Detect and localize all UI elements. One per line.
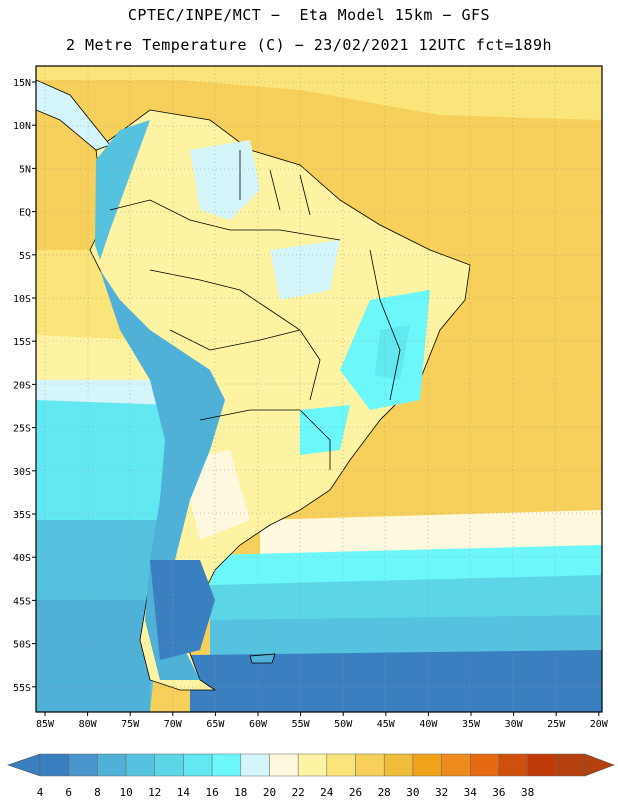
lat-tick-label: 30S <box>13 467 31 478</box>
colorbar <box>7 753 615 777</box>
colorbar-value-label: 38 <box>521 786 534 799</box>
colorbar-swatch <box>154 753 184 777</box>
colorbar-arrow-low <box>7 753 41 777</box>
colorbar-swatch <box>527 753 557 777</box>
atlantic-southmost-band <box>190 650 602 712</box>
lat-tick-label: 45S <box>13 596 31 607</box>
land-cool-patch-north <box>190 140 260 220</box>
colorbar-swatch <box>68 753 98 777</box>
colorbar-swatch <box>498 753 528 777</box>
pacific-far-south <box>36 600 150 712</box>
lon-tick-label: 30W <box>505 719 524 730</box>
land-cold-patch-east-brazil <box>375 325 410 380</box>
lon-tick-label: 80W <box>79 719 98 730</box>
colorbar-swatch <box>383 753 414 777</box>
lat-tick-label: 5N <box>19 164 31 175</box>
colorbar-swatch <box>97 753 127 777</box>
colorbar-value-label: 32 <box>435 786 448 799</box>
lon-tick-label: 85W <box>36 719 55 730</box>
lat-tick-label: 10S <box>13 294 31 305</box>
colorbar-value-label: 6 <box>65 786 72 799</box>
colorbar-value-label: 28 <box>378 786 391 799</box>
colorbar-swatch <box>269 753 299 777</box>
lon-tick-label: 70W <box>164 719 183 730</box>
andes-north <box>95 120 150 260</box>
colorbar-value-label: 12 <box>148 786 161 799</box>
latitude-labels: 15N 10N 5N EQ 5S 10S 15S 20S 25S 30S 35S 40S 45S 50S 5… <box>13 78 36 694</box>
lon-tick-label: 40W <box>419 719 438 730</box>
lon-tick-label: 60W <box>249 719 268 730</box>
colorbar-swatch <box>441 753 471 777</box>
central-america-land <box>36 79 111 151</box>
lon-tick-label: 50W <box>334 719 353 730</box>
lon-tick-label: 75W <box>121 719 140 730</box>
map-frame <box>35 65 603 713</box>
andes-south <box>100 270 225 680</box>
lat-tick-label: 5S <box>19 251 31 262</box>
lat-tick-label: 10N <box>13 121 31 132</box>
lat-tick-label: 20S <box>13 380 31 391</box>
colorbar-labels: 4 6 8 10 12 14 16 18 20 22 24 26 28 30 32 34 36 38 <box>37 786 535 799</box>
colorbar-swatch <box>326 753 356 777</box>
map-field <box>36 66 602 712</box>
falkland-islands <box>249 653 276 664</box>
colorbar-swatch <box>470 753 500 777</box>
land-cool-patch-amazon <box>270 240 340 300</box>
colorbar-value-label: 18 <box>234 786 247 799</box>
colorbar-swatch <box>183 753 213 777</box>
colorbar-value-label: 22 <box>292 786 305 799</box>
lat-tick-label: EQ <box>19 208 31 219</box>
colorbar-swatch <box>297 753 328 777</box>
colorbar-value-label: 8 <box>94 786 101 799</box>
lon-tick-label: 65W <box>206 719 225 730</box>
colorbar-swatch <box>240 753 270 777</box>
colorbar-arrow-high <box>584 753 615 777</box>
lon-tick-label: 55W <box>292 719 311 730</box>
lat-tick-label: 50S <box>13 640 31 651</box>
colorbar-value-label: 16 <box>205 786 218 799</box>
lat-tick-label: 15S <box>13 337 31 348</box>
colorbar-swatch <box>355 753 385 777</box>
colorbar-swatch <box>412 753 442 777</box>
lon-tick-label: 25W <box>547 719 566 730</box>
colorbar-value-label: 14 <box>177 786 191 799</box>
colorbar-value-label: 36 <box>492 786 505 799</box>
colorbar-swatch <box>211 753 242 777</box>
pacific-cold-band <box>36 400 170 530</box>
patagonia-cold <box>150 560 215 660</box>
lat-tick-label: 40S <box>13 553 31 564</box>
lon-tick-label: 45W <box>377 719 396 730</box>
colorbar-value-label: 34 <box>464 786 478 799</box>
colorbar-swatch <box>125 753 155 777</box>
longitude-labels: 85W 80W 75W 70W 65W 60W 55W 50W 45W 40W 35W 30W 25W 2… <box>36 712 609 730</box>
colorbar-value-label: 24 <box>320 786 334 799</box>
ocean-north-band <box>36 66 602 120</box>
colorbar-swatch <box>39 753 69 777</box>
colorbar-value-label: 20 <box>263 786 276 799</box>
colorbar-swatch <box>556 753 586 777</box>
lat-tick-label: 35S <box>13 510 31 521</box>
lon-tick-label: 35W <box>462 719 481 730</box>
chart-title-line2: 2 Metre Temperature (C) − 23/02/2021 12U… <box>65 36 553 54</box>
lat-tick-label: 55S <box>13 683 31 694</box>
lat-tick-label: 15N <box>13 78 31 89</box>
lat-tick-label: 25S <box>13 424 31 435</box>
colorbar-value-label: 4 <box>37 786 44 799</box>
chart-title-line1: CPTEC/INPE/MCT − Eta Model 15km − GFS <box>127 6 491 24</box>
colorbar-value-label: 30 <box>406 786 419 799</box>
colorbar-value-label: 26 <box>349 786 362 799</box>
colorbar-value-label: 10 <box>119 786 132 799</box>
lon-tick-label: 20W <box>590 719 609 730</box>
land-cool-patch-south-brazil <box>300 405 350 455</box>
